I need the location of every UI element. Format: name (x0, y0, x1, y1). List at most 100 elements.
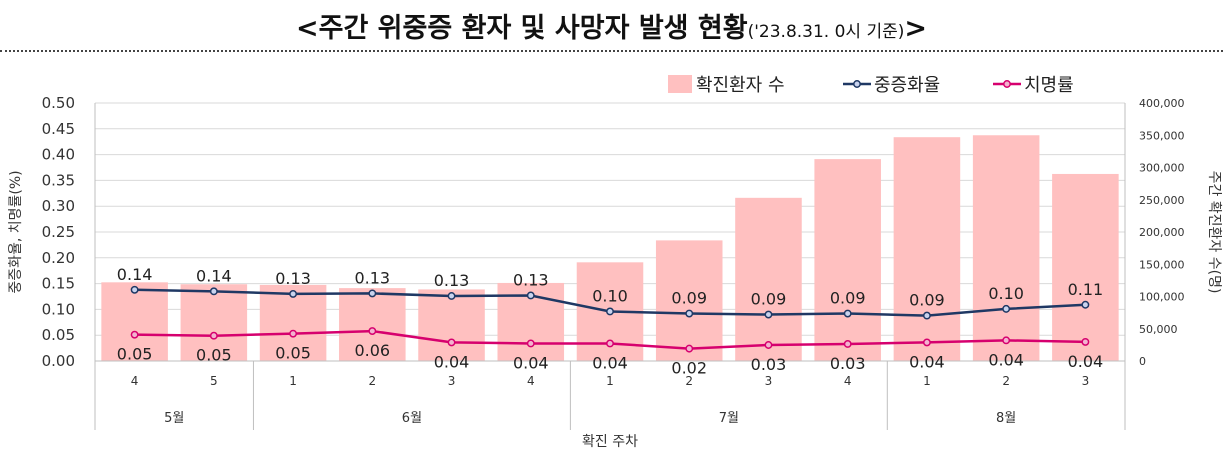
severe-rate-point (526, 291, 535, 300)
title-divider (0, 50, 1223, 52)
fatality-rate-label: 0.06 (354, 341, 390, 360)
severe-rate-label: 0.09 (671, 289, 707, 308)
fatality-rate-label: 0.05 (117, 345, 153, 364)
fatality-rate-point (526, 339, 535, 348)
fatality-rate-point (764, 341, 773, 349)
bar-confirmed-cases (735, 197, 802, 361)
severe-rate-point (368, 289, 377, 298)
y-tick-right: 200,000 (1139, 226, 1185, 239)
severe-rate-label: 0.14 (117, 265, 153, 284)
y-tick-left: 0.10 (42, 300, 75, 318)
bar-confirmed-cases (101, 282, 168, 361)
fatality-rate-label: 0.03 (751, 355, 787, 374)
bar-confirmed-cases (339, 288, 406, 361)
legend-label-fatality: 치명률 (1024, 75, 1074, 96)
x-tick-week: 4 (527, 374, 535, 388)
y-tick-right: 350,000 (1139, 129, 1185, 142)
fatality-rate-point (1081, 337, 1090, 346)
fatality-rate-point (447, 338, 456, 347)
fatality-rate-point (922, 338, 931, 347)
fatality-rate-label: 0.04 (988, 350, 1024, 369)
severe-rate-point (606, 307, 614, 316)
x-tick-week: 4 (131, 374, 139, 388)
fatality-rate-point (368, 327, 377, 336)
severe-rate-point (764, 310, 773, 319)
x-tick-week: 2 (685, 374, 693, 388)
x-tick-week: 1 (289, 374, 297, 388)
severe-rate-point (843, 309, 852, 318)
x-tick-week: 2 (1002, 374, 1010, 388)
fatality-rate-point (685, 344, 694, 353)
fatality-rate-label: 0.05 (196, 346, 232, 365)
severe-rate-point (130, 285, 139, 294)
y-tick-right: 150,000 (1139, 258, 1185, 271)
y-axis-title-left: 중증화율, 치명률(%) (8, 170, 24, 293)
title-main-close: > (904, 13, 928, 44)
y-tick-left: 0.30 (42, 197, 75, 215)
severe-rate-label: 0.10 (592, 286, 628, 305)
severe-rate-label: 0.10 (988, 284, 1024, 303)
fatality-rate-label: 0.04 (513, 353, 549, 372)
legend-marker-severe (853, 80, 861, 88)
severe-rate-label: 0.09 (909, 291, 945, 310)
severe-rate-label: 0.09 (830, 289, 866, 308)
y-tick-left: 0.25 (42, 223, 75, 241)
x-tick-week: 2 (368, 374, 376, 388)
legend-marker-fatality (1003, 80, 1011, 88)
y-tick-right: 0 (1139, 355, 1146, 368)
chart-title: <주간 위중증 환자 및 사망자 발생 현황('23.8.31. 0시 기준)> (0, 6, 1223, 45)
severe-rate-point (447, 292, 456, 300)
bar-confirmed-cases (418, 289, 485, 361)
fatality-rate-label: 0.05 (275, 344, 311, 363)
x-tick-week: 5 (210, 374, 218, 388)
bar-confirmed-cases (180, 284, 248, 361)
severe-rate-point (922, 311, 931, 320)
x-tick-week: 3 (1082, 374, 1090, 388)
severe-rate-point (685, 309, 694, 318)
severe-rate-label: 0.13 (275, 269, 311, 288)
fatality-rate-label: 0.04 (434, 352, 470, 371)
legend-label-bar: 확진환자 수 (696, 75, 785, 96)
severe-rate-label: 0.11 (1068, 280, 1104, 299)
y-tick-left: 0.40 (42, 146, 75, 164)
legend-swatch-bar (668, 75, 692, 93)
y-tick-left: 0.35 (42, 171, 75, 189)
x-tick-week: 3 (765, 374, 773, 388)
legend-label-severe: 중증화율 (874, 75, 940, 96)
severe-rate-label: 0.14 (196, 266, 232, 285)
severe-rate-label: 0.09 (751, 290, 787, 309)
severe-rate-point (1002, 304, 1011, 313)
y-tick-right: 300,000 (1139, 162, 1185, 175)
y-tick-right: 50,000 (1139, 323, 1178, 336)
severe-rate-point (289, 289, 298, 298)
fatality-rate-label: 0.04 (592, 353, 628, 372)
bar-confirmed-cases (814, 159, 881, 361)
title-subtitle: ('23.8.31. 0시 기준) (747, 22, 905, 42)
fatality-rate-point (130, 330, 139, 339)
fatality-rate-label: 0.02 (671, 359, 707, 378)
severe-rate-label: 0.13 (354, 268, 390, 287)
y-tick-left: 0.50 (42, 94, 75, 112)
severe-rate-label: 0.13 (513, 270, 549, 289)
fatality-rate-label: 0.04 (909, 352, 945, 371)
x-tick-week: 4 (844, 374, 852, 388)
y-tick-right: 250,000 (1139, 194, 1185, 207)
title-main-open: <주간 위중증 환자 및 사망자 발생 현황 (295, 13, 748, 44)
y-tick-right: 400,000 (1139, 97, 1185, 110)
y-axis-title-right: 주간 확진환자 수(명) (1206, 171, 1222, 294)
bar-confirmed-cases (655, 240, 723, 361)
fatality-rate-point (209, 331, 218, 340)
x-tick-month: 8월 (996, 411, 1016, 426)
x-tick-month: 7월 (719, 411, 739, 426)
x-axis-title: 확진 주차 (582, 434, 638, 450)
y-tick-right: 100,000 (1139, 291, 1185, 304)
x-tick-month: 5월 (164, 411, 184, 426)
fatality-rate-point (843, 340, 852, 348)
bar-confirmed-cases (972, 135, 1040, 361)
y-tick-left: 0.20 (42, 249, 75, 267)
x-tick-month: 6월 (402, 411, 422, 426)
severe-rate-point (1081, 300, 1090, 309)
severe-rate-label: 0.13 (434, 271, 470, 290)
fatality-rate-point (606, 339, 614, 348)
